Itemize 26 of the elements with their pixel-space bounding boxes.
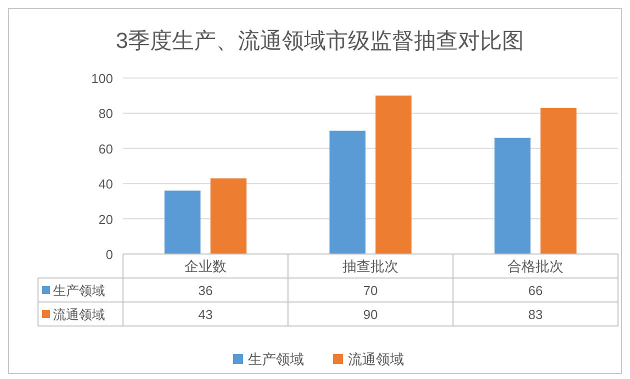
bar xyxy=(330,130,366,254)
x-tick-label: 企业数 xyxy=(184,258,226,274)
y-tick-label: 20 xyxy=(98,212,113,227)
y-tick-label: 40 xyxy=(98,176,113,192)
bar xyxy=(376,96,412,254)
x-tick-label: 抽查批次 xyxy=(342,258,398,274)
data-label: 43 xyxy=(198,307,213,322)
data-label: 70 xyxy=(363,283,378,298)
bar xyxy=(494,138,530,254)
y-tick-label: 60 xyxy=(98,141,113,156)
data-label: 36 xyxy=(198,283,213,298)
bar xyxy=(210,178,246,254)
data-label: 90 xyxy=(363,307,378,322)
y-tick-label: 0 xyxy=(106,247,113,262)
legend-label: 生产领域 xyxy=(53,283,105,298)
data-label: 66 xyxy=(528,283,543,298)
y-tick-label: 100 xyxy=(91,71,113,86)
chart-title: 3季度生产、流通领域市级监督抽查对比图 xyxy=(116,28,524,53)
bar xyxy=(164,190,200,254)
legend-label: 流通领域 xyxy=(348,351,404,367)
data-label: 83 xyxy=(528,307,543,322)
x-tick-label: 合格批次 xyxy=(508,258,564,274)
text: 生产领域 xyxy=(248,351,304,367)
bar xyxy=(540,108,576,254)
y-tick-label: 80 xyxy=(98,106,113,122)
text: 流通领域 xyxy=(53,307,105,322)
